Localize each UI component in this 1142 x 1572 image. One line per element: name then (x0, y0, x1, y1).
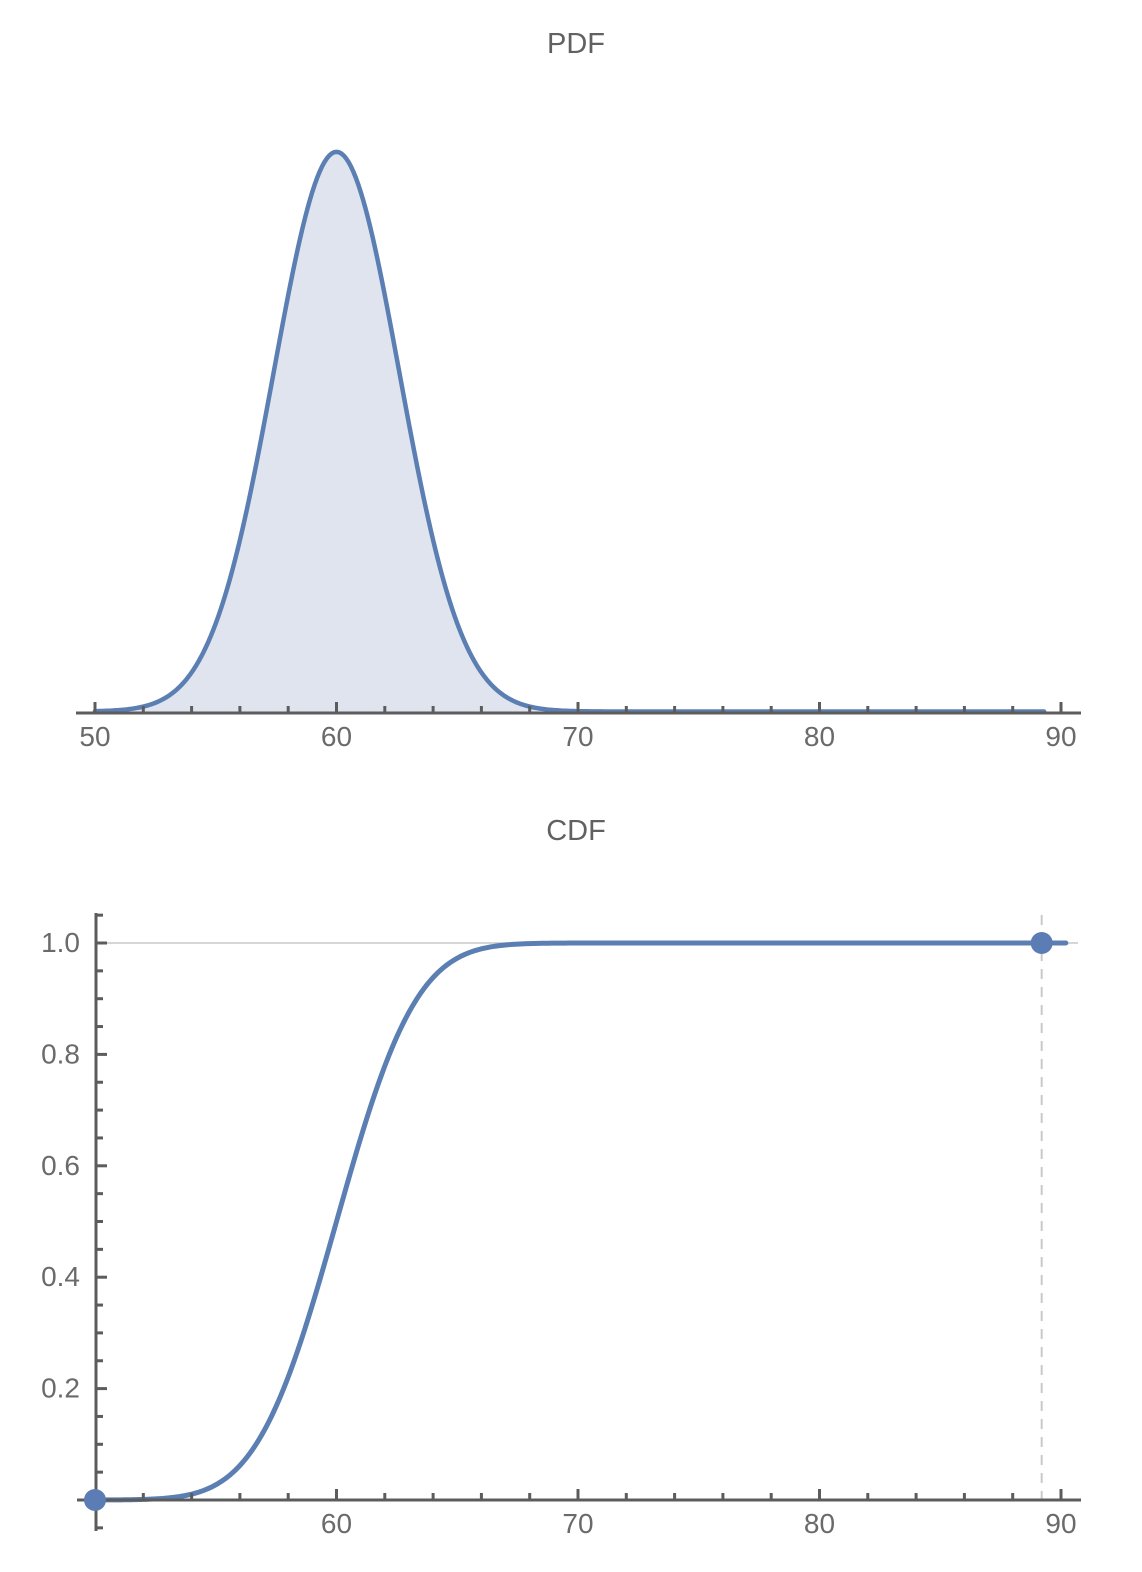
cdf-chart: CDF 60 70 80 90 0.2 0.4 0.6 0.8 1.0 (41, 815, 1081, 1539)
cdf-plot-area: 60 70 80 90 0.2 0.4 0.6 0.8 1.0 (41, 913, 1081, 1539)
y-tick-label: 1.0 (41, 927, 80, 958)
x-tick-label: 50 (79, 721, 110, 752)
x-tick-label: 70 (562, 1508, 593, 1539)
cdf-chart-title: CDF (546, 815, 606, 847)
x-tick-label: 80 (804, 721, 835, 752)
pdf-chart-title: PDF (547, 28, 605, 60)
cdf-right-endpoint-dot (1030, 932, 1053, 954)
y-tick-label: 0.6 (41, 1150, 80, 1181)
y-tick-label: 0.8 (41, 1038, 80, 1069)
x-tick-label: 60 (321, 1508, 352, 1539)
x-tick-label: 80 (804, 1508, 835, 1539)
y-tick-label: 0.4 (41, 1261, 80, 1292)
cdf-curve (92, 940, 1069, 1503)
pdf-curve-fill (95, 151, 1045, 712)
x-tick-label: 90 (1045, 721, 1076, 752)
pdf-chart: PDF 50 60 70 80 90 (76, 28, 1081, 752)
x-tick-label: 60 (321, 721, 352, 752)
cdf-left-endpoint-dot (84, 1489, 106, 1511)
pdf-plot-area: 50 60 70 80 90 (76, 149, 1081, 752)
y-tick-label: 0.2 (41, 1373, 80, 1404)
x-tick-label: 70 (562, 721, 593, 752)
x-tick-label: 90 (1045, 1508, 1076, 1539)
